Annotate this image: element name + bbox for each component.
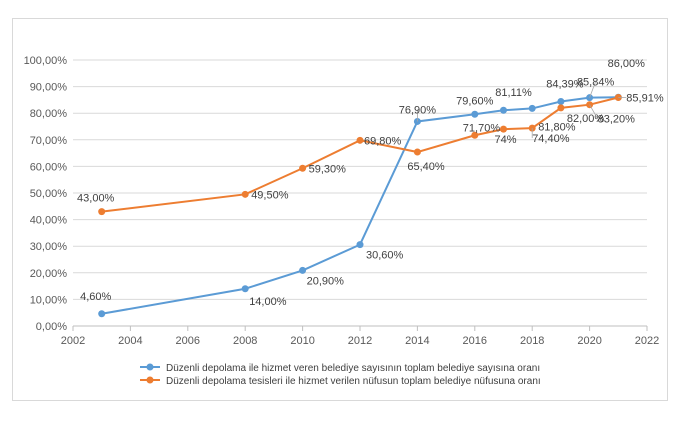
data-label: 81,80% bbox=[538, 121, 576, 133]
data-point bbox=[356, 136, 364, 144]
data-label: 65,40% bbox=[407, 161, 445, 173]
y-tick-label: 90,00% bbox=[30, 82, 68, 94]
x-tick-label: 2018 bbox=[520, 335, 544, 347]
x-tick-label: 2006 bbox=[176, 335, 200, 347]
data-point bbox=[471, 110, 479, 118]
data-point bbox=[557, 104, 565, 112]
data-label: 74,40% bbox=[532, 133, 570, 145]
x-tick-label: 2016 bbox=[463, 335, 487, 347]
data-label: 86,00% bbox=[608, 58, 646, 70]
x-tick-label: 2014 bbox=[405, 335, 429, 347]
x-tick-label: 2020 bbox=[577, 335, 601, 347]
y-tick-label: 100,00% bbox=[24, 55, 68, 67]
data-label: 74% bbox=[494, 134, 516, 146]
data-label: 30,60% bbox=[366, 250, 404, 262]
y-tick-label: 50,00% bbox=[30, 188, 68, 200]
y-tick-label: 30,00% bbox=[30, 241, 68, 253]
data-label: 85,91% bbox=[626, 92, 664, 104]
leader-line bbox=[589, 81, 596, 98]
x-tick-label: 2004 bbox=[118, 335, 142, 347]
data-point bbox=[299, 164, 307, 172]
data-label: 79,60% bbox=[456, 95, 494, 107]
legend-marker bbox=[146, 376, 154, 384]
data-point bbox=[500, 106, 507, 114]
y-tick-label: 20,00% bbox=[30, 268, 68, 280]
x-tick-label: 2008 bbox=[233, 335, 257, 347]
data-label: 4,60% bbox=[80, 291, 111, 303]
data-label: 14,00% bbox=[249, 296, 287, 308]
x-tick-label: 2012 bbox=[348, 335, 372, 347]
y-tick-label: 10,00% bbox=[30, 294, 68, 306]
legend-label: Düzenli depolama ile hizmet veren beledi… bbox=[166, 363, 540, 374]
data-label: 43,00% bbox=[77, 193, 115, 205]
y-tick-label: 60,00% bbox=[30, 161, 68, 173]
leader-line bbox=[589, 104, 598, 119]
data-point bbox=[500, 125, 507, 133]
series-line bbox=[101, 96, 619, 213]
data-label: 81,11% bbox=[495, 87, 532, 99]
data-point bbox=[413, 148, 421, 156]
data-label: 82,00% bbox=[567, 113, 605, 125]
legend-label: Düzenli depolama tesisleri ile hizmet ve… bbox=[166, 376, 541, 387]
data-point bbox=[241, 190, 249, 198]
data-label: 84,39% bbox=[546, 79, 584, 91]
data-label: 49,50% bbox=[251, 189, 289, 201]
data-label: 59,30% bbox=[309, 163, 347, 175]
y-tick-label: 0,00% bbox=[36, 321, 67, 333]
x-tick-label: 2022 bbox=[635, 335, 659, 347]
data-label: 83,20% bbox=[598, 114, 636, 126]
data-point bbox=[241, 285, 249, 293]
data-point bbox=[98, 208, 106, 216]
data-point bbox=[557, 98, 565, 106]
data-label: 20,90% bbox=[307, 275, 345, 287]
y-tick-label: 40,00% bbox=[30, 215, 68, 227]
data-label: 71,70% bbox=[463, 122, 501, 134]
legend-marker bbox=[146, 363, 154, 371]
y-tick-label: 70,00% bbox=[30, 135, 68, 147]
x-tick-label: 2010 bbox=[290, 335, 314, 347]
data-label: 69,80% bbox=[364, 135, 402, 147]
data-point bbox=[98, 310, 106, 318]
data-point bbox=[299, 266, 307, 274]
y-tick-label: 80,00% bbox=[30, 108, 68, 120]
data-point bbox=[356, 241, 364, 249]
x-tick-label: 2002 bbox=[61, 335, 85, 347]
data-point bbox=[528, 104, 536, 112]
data-label: 76,90% bbox=[399, 104, 437, 116]
data-label: 85,84% bbox=[577, 77, 615, 89]
data-point bbox=[471, 131, 479, 139]
